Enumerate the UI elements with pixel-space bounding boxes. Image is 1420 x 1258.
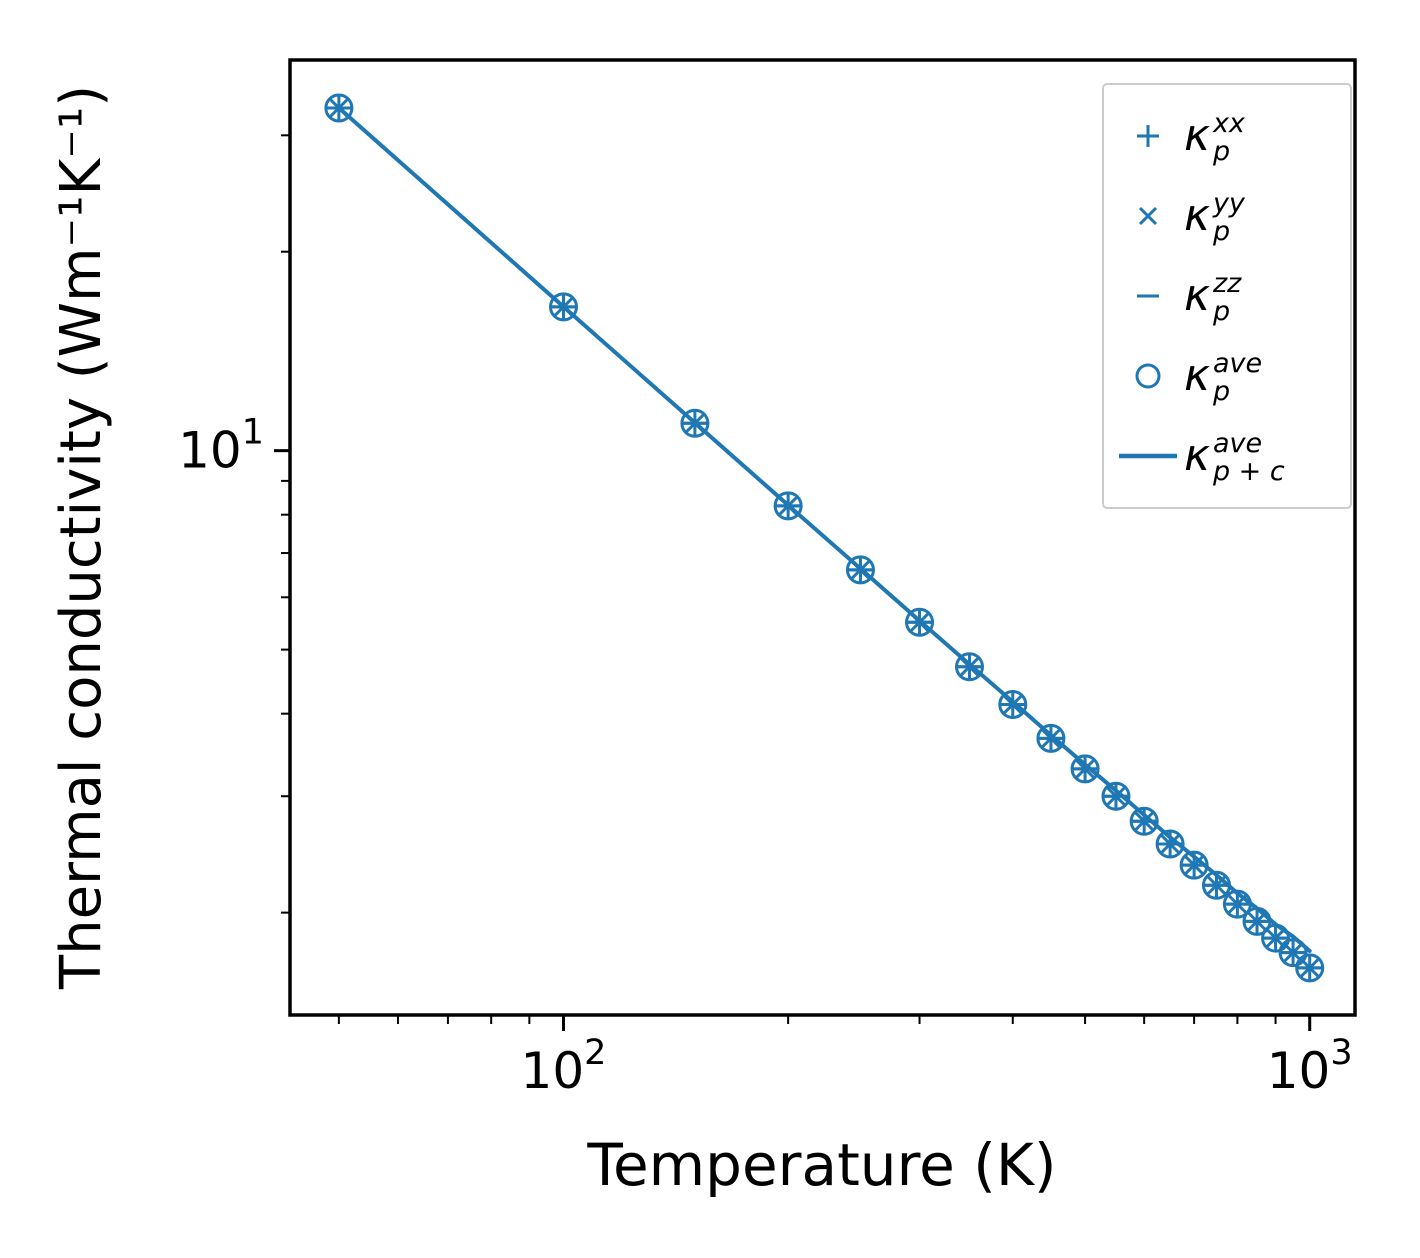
legend-label: κ xx p xyxy=(1184,107,1245,167)
marker-kappa_p_ave xyxy=(998,689,1028,719)
legend-circle-icon xyxy=(1135,363,1161,389)
legend-marker xyxy=(1112,192,1184,240)
marker-kappa_p_ave xyxy=(1070,754,1100,784)
marker-kappa_p_ave xyxy=(549,292,579,322)
x-tick-label: 102 xyxy=(521,1033,607,1100)
legend-x-icon xyxy=(1138,206,1158,226)
legend-marker xyxy=(1112,432,1184,480)
x-tick-label: 103 xyxy=(1267,1033,1353,1100)
legend-item-kappa-p-xx: κ xx p xyxy=(1112,99,1342,173)
plot-border xyxy=(288,58,1357,1017)
marker-kappa_p_ave xyxy=(773,491,803,521)
marker-kappa_p_ave xyxy=(1179,850,1209,880)
marker-kappa_p_ave xyxy=(1155,829,1185,859)
marker-kappa_p_ave xyxy=(905,607,935,637)
y-axis-label: Thermal conductivity (Wm⁻¹K⁻¹) xyxy=(49,85,114,990)
legend-marker xyxy=(1112,272,1184,320)
marker-kappa_p_ave xyxy=(1295,953,1325,983)
legend-label: κ ave p xyxy=(1184,347,1263,407)
legend-line-icon xyxy=(1119,453,1177,459)
marker-kappa_p_ave xyxy=(1222,889,1252,919)
legend: κ xx p κ yy p κ zz p κ ave p κ ave p + c xyxy=(1102,83,1352,509)
marker-kappa_p_ave xyxy=(1201,870,1231,900)
marker-kappa_p_ave xyxy=(1036,723,1066,753)
legend-plus-icon xyxy=(1137,125,1159,147)
marker-kappa_p_ave xyxy=(680,408,710,438)
marker-kappa_p_ave xyxy=(1101,781,1131,811)
legend-label: κ yy p xyxy=(1184,187,1245,247)
legend-label: κ zz p xyxy=(1184,267,1242,327)
marker-kappa_p_ave xyxy=(1278,938,1308,968)
marker-kappa_p_ave xyxy=(324,93,354,123)
legend-label: κ ave p + c xyxy=(1184,427,1285,487)
x-axis-label: Temperature (K) xyxy=(586,1131,1056,1199)
marker-kappa_p_ave xyxy=(954,652,984,682)
y-tick-label: 101 xyxy=(178,413,264,480)
legend-item-kappa-p+c-ave: κ ave p + c xyxy=(1112,419,1342,493)
series-line-kappa-p-plus-c-ave xyxy=(336,105,1312,953)
legend-marker xyxy=(1112,112,1184,160)
legend-item-kappa-p-yy: κ yy p xyxy=(1112,179,1342,253)
marker-kappa_p_ave xyxy=(1242,906,1272,936)
legend-hline-icon xyxy=(1137,294,1159,298)
legend-item-kappa-p-zz: κ zz p xyxy=(1112,259,1342,333)
plot-area: 102 103 101 xyxy=(178,58,1357,1100)
legend-item-kappa-p-ave: κ ave p xyxy=(1112,339,1342,413)
marker-kappa_p_ave xyxy=(1261,923,1291,953)
marker-kappa_p_ave xyxy=(1129,806,1159,836)
marker-kappa_p_ave xyxy=(845,555,875,585)
legend-marker xyxy=(1112,352,1184,400)
